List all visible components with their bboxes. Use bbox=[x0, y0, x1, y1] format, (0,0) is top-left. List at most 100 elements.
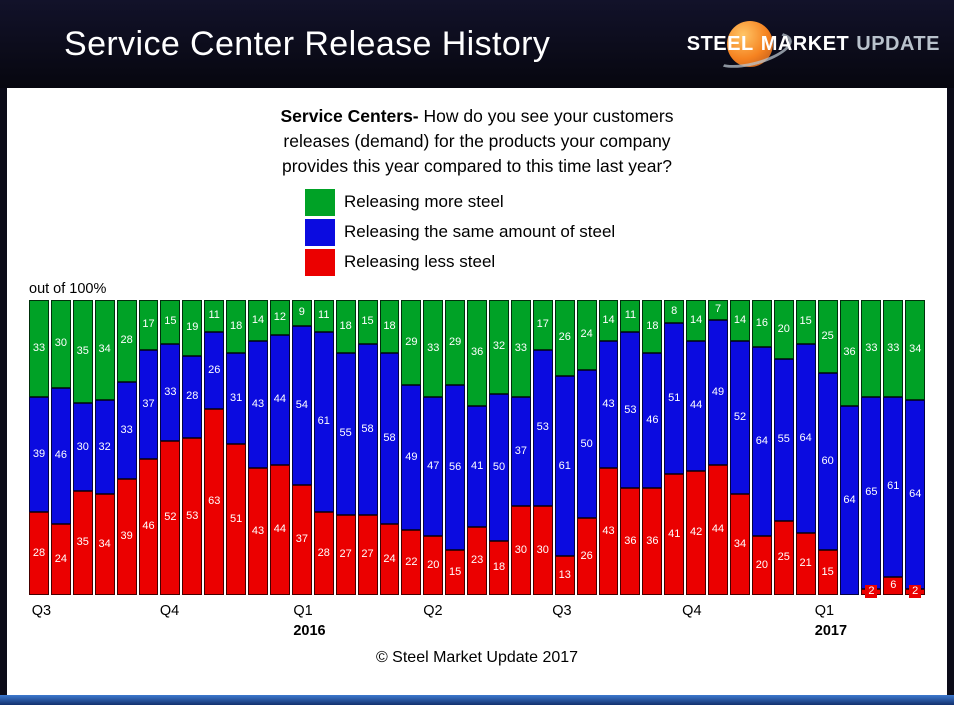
segment-value: 12 bbox=[273, 310, 287, 323]
segment-value: 11 bbox=[208, 309, 220, 322]
segment-less: 20 bbox=[423, 535, 444, 595]
segment-less: 63 bbox=[204, 408, 225, 595]
segment-value: 33 bbox=[32, 341, 46, 354]
segment-value: 33 bbox=[120, 424, 133, 437]
segment-same: 44 bbox=[269, 334, 290, 465]
segment-less: 30 bbox=[532, 506, 553, 595]
segment-value: 64 bbox=[799, 431, 812, 444]
x-axis-quarter-label: Q3 bbox=[552, 602, 572, 619]
segment-value: 34 bbox=[909, 343, 922, 356]
stacked-bar: 33 61 6 bbox=[883, 299, 904, 595]
segment-same: 64 bbox=[839, 405, 860, 595]
segment-value: 35 bbox=[76, 344, 89, 357]
segment-same: 43 bbox=[248, 340, 268, 468]
stacked-bar: 11 61 28 bbox=[313, 299, 334, 595]
segment-value: 46 bbox=[646, 413, 659, 426]
segment-more: 33 bbox=[510, 299, 531, 397]
stacked-bar: 34 64 2 bbox=[905, 299, 926, 599]
stacked-bar: 25 60 15 bbox=[817, 299, 838, 595]
segment-same: 44 bbox=[686, 340, 707, 471]
segment-value: 33 bbox=[887, 341, 900, 354]
segment-more: 9 bbox=[291, 299, 312, 327]
segment-more: 14 bbox=[686, 299, 707, 341]
segment-value: 26 bbox=[208, 363, 221, 376]
x-axis-quarter-label: Q3 bbox=[31, 602, 52, 619]
segment-value: 43 bbox=[251, 524, 265, 537]
segment-more: 14 bbox=[598, 299, 619, 341]
segment-value: 50 bbox=[492, 461, 506, 474]
segment-more: 18 bbox=[335, 299, 356, 353]
segment-more: 29 bbox=[401, 299, 422, 386]
segment-value: 14 bbox=[690, 313, 703, 326]
chart: 33 39 28 30 46 24 35 30 35 34 32 34 28 33 39 17 37 46 15 33… bbox=[29, 299, 926, 649]
segment-value: 24 bbox=[580, 328, 593, 341]
segment-value: 20 bbox=[755, 558, 768, 571]
segment-value: 25 bbox=[777, 551, 790, 564]
segment-value: 28 bbox=[317, 546, 330, 559]
segment-value: 18 bbox=[229, 319, 243, 332]
stacked-bar: 33 47 20 bbox=[423, 299, 444, 595]
segment-same: 39 bbox=[29, 396, 49, 512]
stacked-bar: 28 33 39 bbox=[116, 299, 137, 595]
stacked-bar: 14 43 43 bbox=[248, 299, 268, 595]
segment-value: 30 bbox=[536, 543, 549, 556]
stacked-bar: 7 49 44 bbox=[708, 299, 728, 595]
segment-same: 64 bbox=[905, 399, 926, 589]
stacked-bar: 18 58 24 bbox=[379, 299, 400, 595]
stacked-bar: 36 64 bbox=[839, 299, 860, 595]
segment-value: 43 bbox=[602, 397, 615, 410]
segment-value: 18 bbox=[492, 561, 506, 574]
segment-value: 28 bbox=[120, 334, 133, 347]
stacked-bar: 29 56 15 bbox=[445, 299, 466, 595]
segment-value: 37 bbox=[142, 397, 155, 410]
segment-same: 50 bbox=[576, 370, 597, 518]
stacked-bar: 36 41 23 bbox=[467, 299, 488, 595]
segment-value: 28 bbox=[32, 546, 46, 559]
x-axis-quarter-label: Q2 bbox=[423, 602, 443, 619]
segment-value: 44 bbox=[273, 523, 287, 536]
segment-same: 46 bbox=[642, 352, 663, 489]
segment-value: 32 bbox=[98, 440, 111, 453]
segment-value: 44 bbox=[690, 399, 703, 412]
stacked-bar: 14 52 34 bbox=[730, 299, 750, 595]
segment-same: 54 bbox=[291, 326, 312, 486]
segment-value: 26 bbox=[558, 331, 571, 344]
segment-value: 60 bbox=[821, 455, 834, 468]
segment-value: 11 bbox=[624, 309, 637, 322]
legend-label: Releasing the same amount of steel bbox=[344, 222, 616, 242]
segment-value: 51 bbox=[668, 391, 681, 404]
axis-note: out of 100% bbox=[29, 280, 107, 297]
segment-same: 64 bbox=[751, 346, 772, 536]
segment-more: 29 bbox=[445, 299, 466, 386]
segment-value: 32 bbox=[492, 340, 506, 353]
segment-value: 61 bbox=[887, 480, 900, 493]
segment-value: 58 bbox=[361, 422, 374, 435]
segment-more: 17 bbox=[532, 299, 553, 350]
segment-same: 41 bbox=[467, 405, 488, 527]
segment-value: 18 bbox=[383, 319, 396, 332]
segment-more: 20 bbox=[773, 299, 794, 359]
segment-value: 30 bbox=[514, 543, 528, 556]
segment-same: 51 bbox=[664, 323, 685, 474]
x-axis-quarter-label: Q4 bbox=[159, 602, 180, 619]
stacked-bar: 17 37 46 bbox=[138, 299, 159, 595]
segment-value: 7 bbox=[714, 303, 722, 316]
stacked-bar: 9 54 37 bbox=[291, 299, 312, 595]
segment-same: 53 bbox=[532, 349, 553, 507]
segment-value: 52 bbox=[164, 511, 177, 524]
segment-value: 15 bbox=[361, 315, 374, 328]
segment-value: 33 bbox=[865, 341, 878, 354]
segment-more: 33 bbox=[861, 299, 882, 397]
segment-less: 28 bbox=[29, 511, 49, 595]
segment-more: 15 bbox=[795, 299, 816, 344]
segment-less: 46 bbox=[138, 458, 159, 595]
x-axis-quarter-label: Q1 bbox=[814, 602, 835, 619]
segment-value: 56 bbox=[449, 461, 462, 474]
segment-same: 30 bbox=[72, 402, 93, 492]
segment-less: 23 bbox=[467, 526, 488, 595]
x-axis-tick: Q3 bbox=[32, 603, 51, 619]
segment-value: 13 bbox=[558, 568, 571, 581]
segment-same: 61 bbox=[883, 396, 904, 577]
segment-value: 55 bbox=[339, 427, 352, 440]
segment-value: 37 bbox=[514, 444, 528, 457]
